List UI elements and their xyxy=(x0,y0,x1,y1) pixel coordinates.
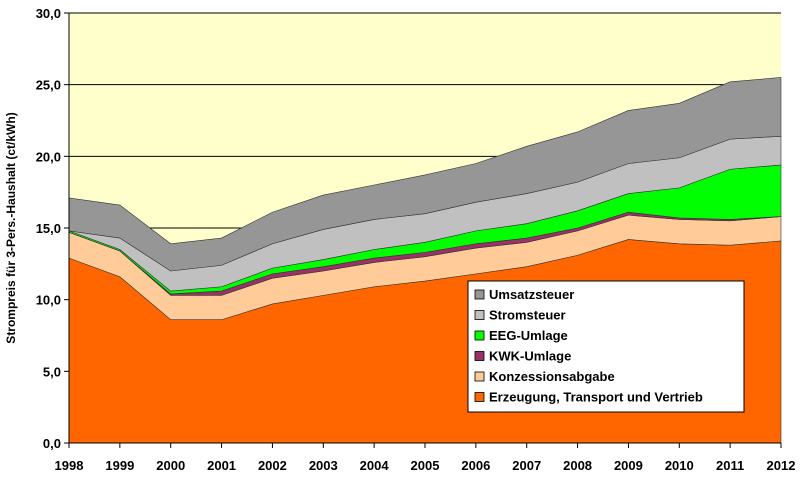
y-tick-label: 10,0 xyxy=(36,293,61,308)
legend-label: Umsatzsteuer xyxy=(489,287,574,302)
x-tick-label: 2004 xyxy=(360,458,390,473)
axes xyxy=(64,12,782,448)
legend-swatch xyxy=(474,330,485,341)
x-tick-label: 2010 xyxy=(665,458,694,473)
y-tick-label: 15,0 xyxy=(36,221,61,236)
legend-label: KWK-Umlage xyxy=(489,349,571,364)
legend-label: Erzeugung, Transport und Vertrieb xyxy=(489,390,703,405)
x-tick-label: 2006 xyxy=(461,458,490,473)
legend-label: EEG-Umlage xyxy=(489,328,568,343)
x-tick-label: 2003 xyxy=(309,458,338,473)
legend-swatch xyxy=(474,351,485,361)
x-tick-label: 2005 xyxy=(411,458,440,473)
y-axis-label: Strompreis für 3-Pers.-Haushalt (ct/kWh) xyxy=(4,112,18,343)
x-tick-label: 2009 xyxy=(614,458,643,473)
legend-label: Konzessionsabgabe xyxy=(489,369,615,384)
y-tick-labels: 0,0 5,0 10,0 15,0 20,0 25,0 30,0 xyxy=(36,6,61,451)
x-tick-labels: 1998 1999 2000 2001 2002 2003 2004 2005 2006 2007… xyxy=(55,458,796,473)
x-tick-label: 2002 xyxy=(258,458,287,473)
y-tick-label: 25,0 xyxy=(36,78,61,93)
legend-label: Stromsteuer xyxy=(489,308,566,323)
x-tick-label: 2008 xyxy=(563,458,592,473)
x-tick-label: 2011 xyxy=(716,458,744,473)
y-tick-label: 0,0 xyxy=(43,436,61,451)
y-tick-label: 30,0 xyxy=(36,6,61,21)
legend-swatch xyxy=(474,289,485,300)
x-tick-label: 1998 xyxy=(55,458,84,473)
x-tick-label: 1999 xyxy=(105,458,134,473)
x-tick-label: 2001 xyxy=(207,458,236,473)
legend-swatch xyxy=(474,371,485,382)
legend-swatch xyxy=(474,392,485,402)
x-tick-label: 2007 xyxy=(512,458,541,473)
x-tick-label: 2000 xyxy=(156,458,185,473)
legend-box xyxy=(467,280,745,413)
area-series-5 xyxy=(68,77,782,272)
y-tick-label: 5,0 xyxy=(43,364,61,379)
y-tick-label: 20,0 xyxy=(36,149,61,164)
legend-swatch xyxy=(474,310,485,320)
x-tick-label: 2012 xyxy=(767,458,796,473)
legend: Umsatzsteuer Stromsteuer EEG-Umlage KWK-Uml… xyxy=(467,280,745,413)
